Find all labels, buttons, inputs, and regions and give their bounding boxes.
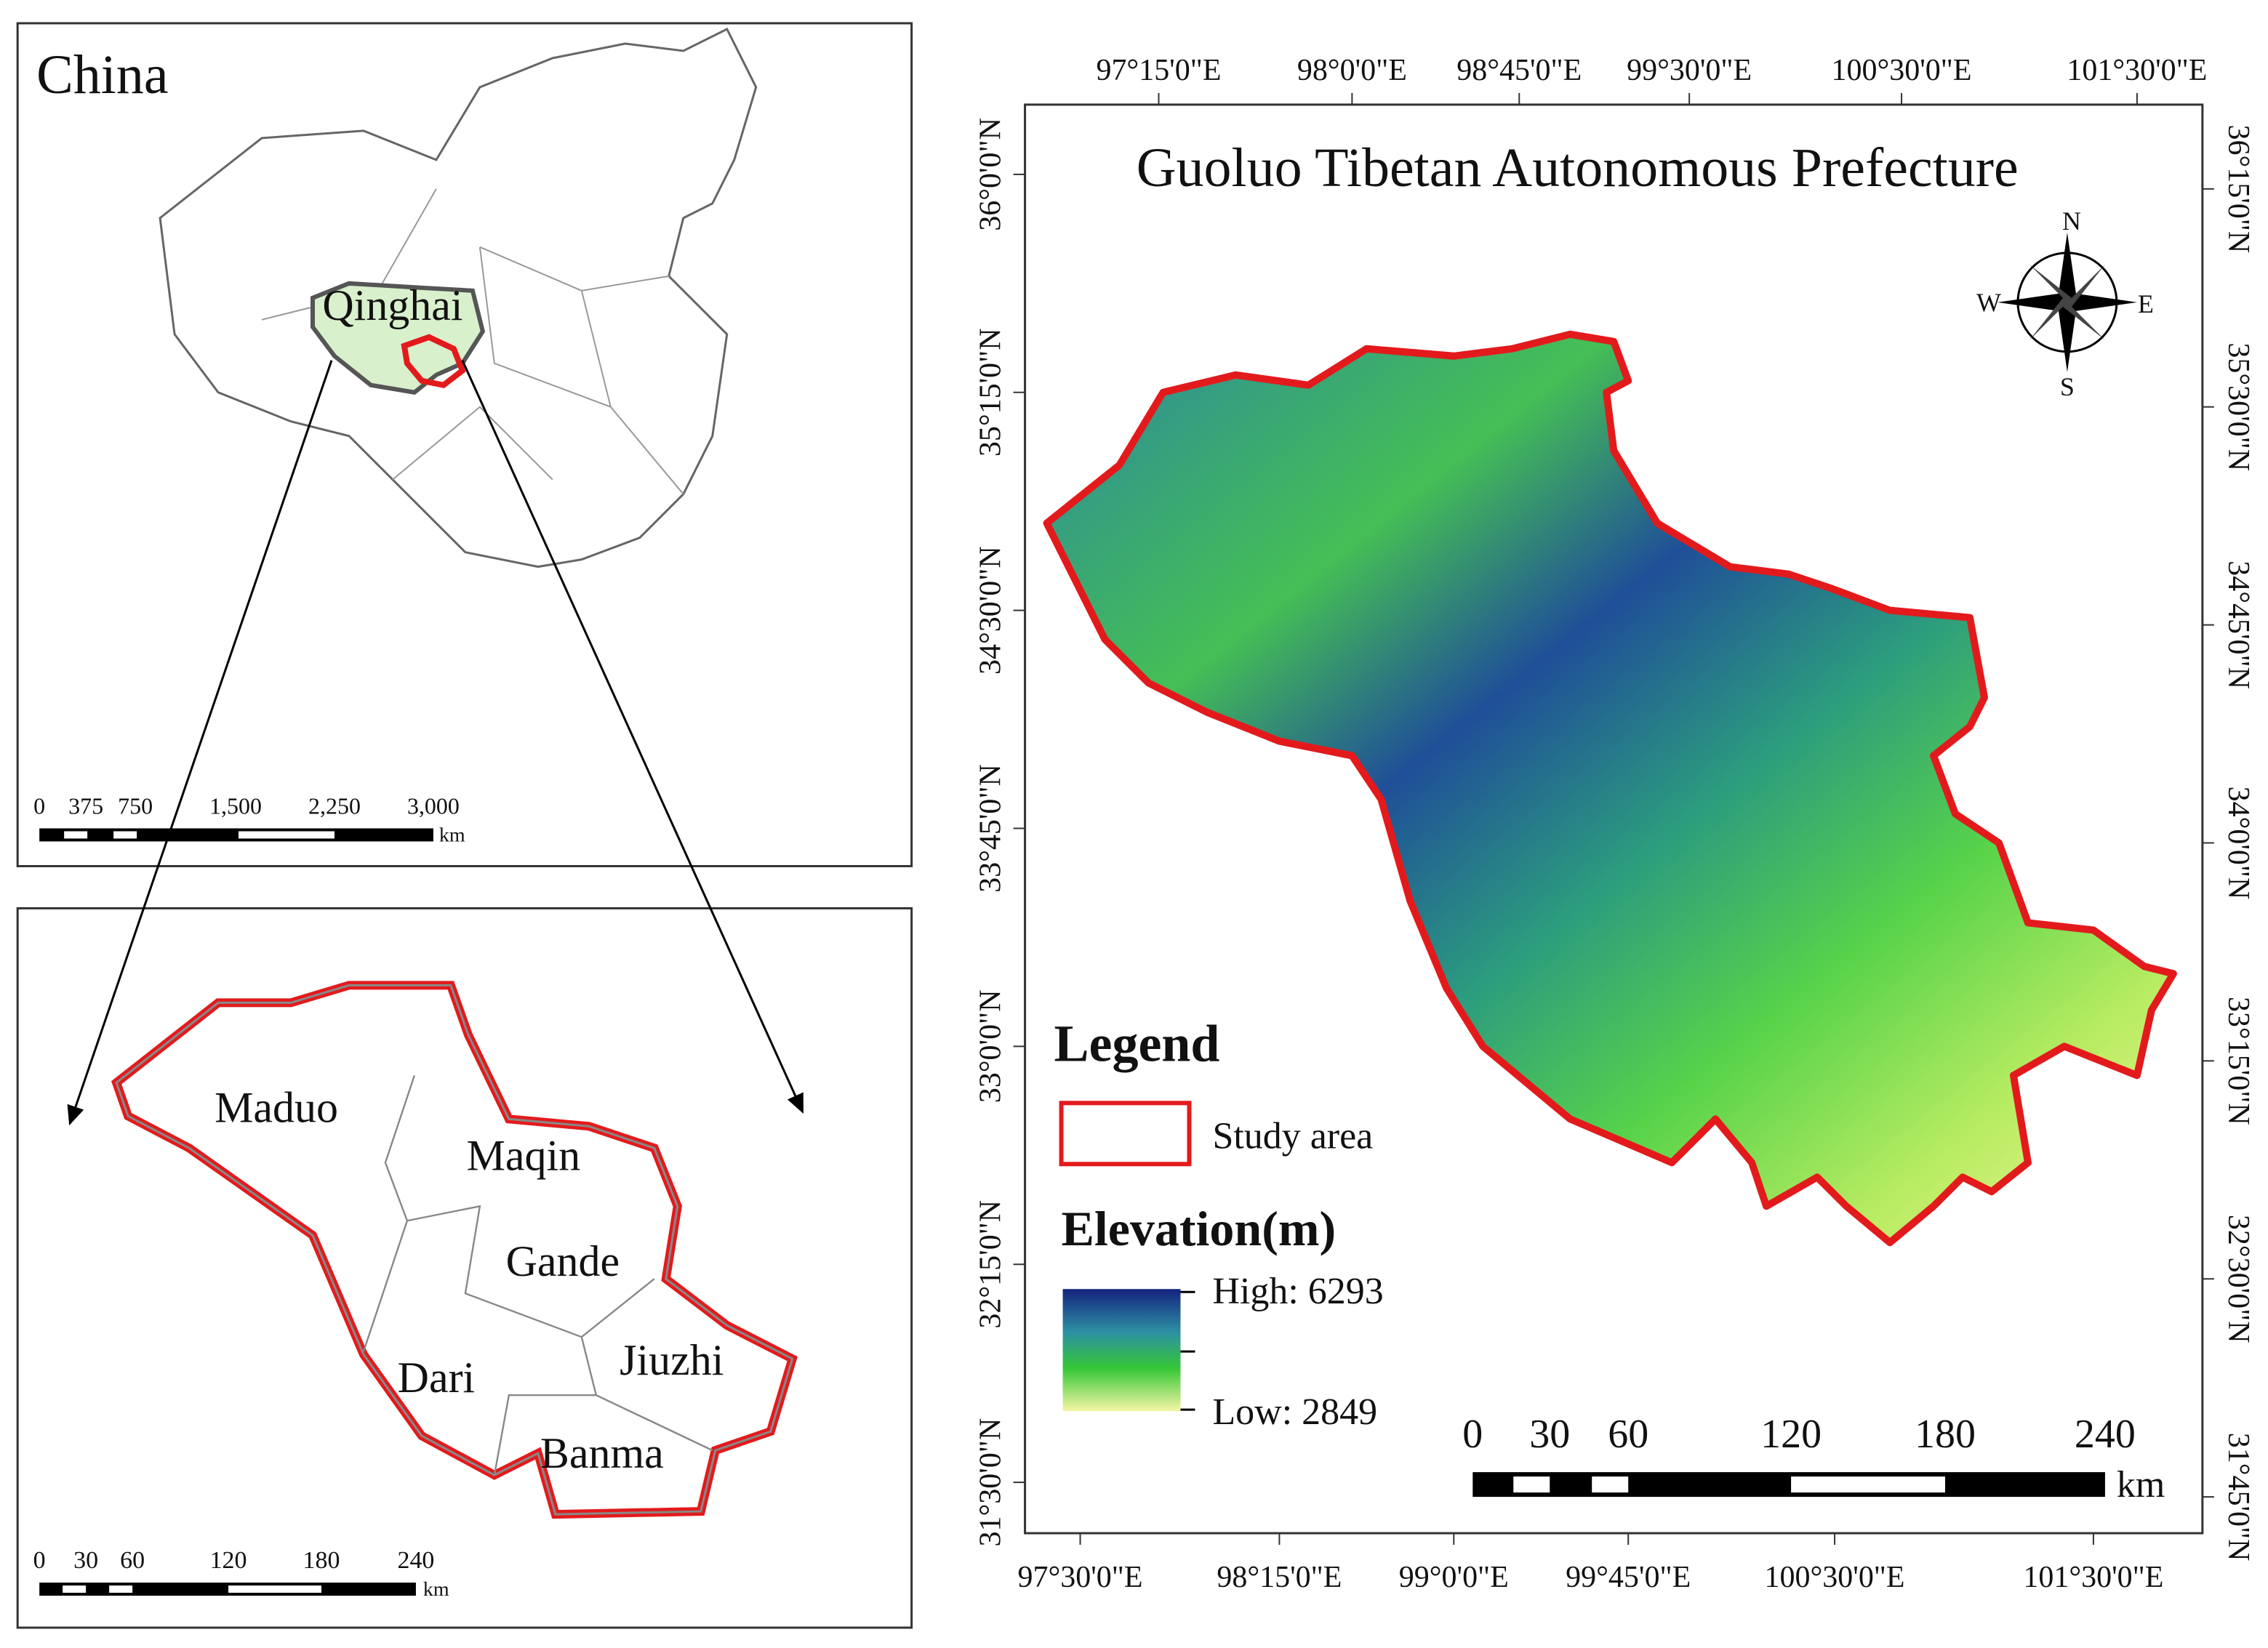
elevation-high: High: 6293: [1212, 1271, 1383, 1312]
elevation-ramp: [1062, 1289, 1181, 1412]
county-label: Maqin: [467, 1131, 581, 1179]
province-label: Qinghai: [322, 281, 462, 329]
scale-label: 2,250: [308, 794, 361, 819]
county-scale-bar: [39, 1583, 416, 1596]
latitude-label: 35°15'0"N: [974, 328, 1008, 457]
scale-label: 0: [1462, 1412, 1483, 1457]
longitude-label: 97°30'0"E: [1018, 1561, 1143, 1594]
scale-label: 3,000: [407, 794, 460, 819]
legend-study-area: Study area: [1212, 1115, 1373, 1157]
longitude-label: 98°15'0"E: [1217, 1561, 1342, 1594]
elevation-title: Elevation(m): [1062, 1201, 1337, 1256]
latitude-label: 34°45'0"N: [2221, 560, 2255, 689]
county-boundaries: [362, 1074, 713, 1476]
county-label: Dari: [398, 1354, 476, 1402]
china-scale-bar: [39, 828, 433, 842]
longitude-label: 101°30'0"E: [2023, 1561, 2163, 1594]
scale-unit: km: [423, 1578, 449, 1601]
scale-label: 240: [397, 1547, 434, 1574]
compass-west: W: [1976, 288, 2001, 317]
latitude-label: 34°0'0"N: [2221, 787, 2255, 900]
county-label: Gande: [506, 1237, 620, 1285]
longitude-label: 99°30'0"E: [1627, 54, 1752, 87]
scale-label: 1,500: [209, 794, 262, 819]
latitude-label: 33°45'0"N: [974, 764, 1008, 893]
latitude-label: 36°15'0"N: [2221, 125, 2255, 254]
legend-study-area-swatch: [1059, 1101, 1192, 1167]
longitude-label: 100°30'0"E: [1765, 1561, 1905, 1594]
longitude-label: 98°45'0"E: [1456, 54, 1582, 87]
scale-label: 0: [33, 794, 45, 819]
main-scale-bar: [1472, 1472, 2105, 1498]
locator-arrow: [461, 360, 804, 1114]
latitude-label: 31°30'0"N: [974, 1418, 1008, 1547]
longitude-label: 97°15'0"E: [1096, 54, 1221, 87]
scale-label: 375: [68, 794, 103, 819]
latitude-label: 32°15'0"N: [974, 1200, 1008, 1329]
scale-unit: km: [2117, 1464, 2165, 1506]
compass-rose: [1997, 232, 2137, 372]
elevation-low: Low: 2849: [1212, 1391, 1377, 1433]
china-title: China: [36, 44, 168, 105]
scale-label: 60: [1608, 1412, 1648, 1457]
longitude-label: 98°0'0"E: [1297, 54, 1407, 87]
latitude-label: 33°15'0"N: [2221, 997, 2255, 1125]
scale-label: 120: [210, 1547, 247, 1574]
scale-label: 0: [33, 1547, 46, 1574]
county-label: Banma: [540, 1429, 664, 1477]
latitude-label: 36°0'0"N: [974, 118, 1008, 231]
scale-label: 120: [1760, 1412, 1822, 1457]
latitude-label: 32°30'0"N: [2221, 1215, 2255, 1343]
latitude-label: 31°45'0"N: [2221, 1433, 2255, 1561]
scale-unit: km: [439, 824, 465, 846]
county-label: Maduo: [215, 1083, 338, 1131]
latitude-label: 33°0'0"N: [974, 989, 1008, 1103]
longitude-label: 100°30'0"E: [1832, 54, 1972, 87]
scale-label: 180: [1915, 1412, 1976, 1457]
longitude-label: 101°30'0"E: [2067, 54, 2207, 87]
compass-east: E: [2138, 289, 2154, 318]
scale-label: 180: [303, 1547, 340, 1574]
scale-label: 30: [1529, 1412, 1570, 1457]
dem-study-area: [1043, 330, 2177, 1247]
guoluo-locator: [401, 334, 466, 389]
scale-label: 240: [2075, 1412, 2136, 1457]
county-label: Jiuzhi: [620, 1336, 724, 1384]
latitude-label: 35°30'0"N: [2221, 342, 2255, 471]
locator-arrow: [67, 360, 333, 1126]
scale-label: 60: [120, 1547, 145, 1574]
latitude-label: 34°30'0"N: [974, 546, 1008, 675]
scale-label: 30: [73, 1547, 98, 1574]
longitude-label: 99°0'0"E: [1399, 1561, 1509, 1594]
scale-label: 750: [118, 794, 153, 819]
qinghai: [310, 281, 486, 395]
main-title: Guoluo Tibetan Autonomous Prefecture: [1137, 137, 2019, 198]
legend-title: Legend: [1054, 1014, 1220, 1072]
longitude-label: 99°45'0"E: [1566, 1561, 1691, 1594]
compass-south: S: [2060, 372, 2075, 401]
compass-north: N: [2062, 206, 2081, 236]
